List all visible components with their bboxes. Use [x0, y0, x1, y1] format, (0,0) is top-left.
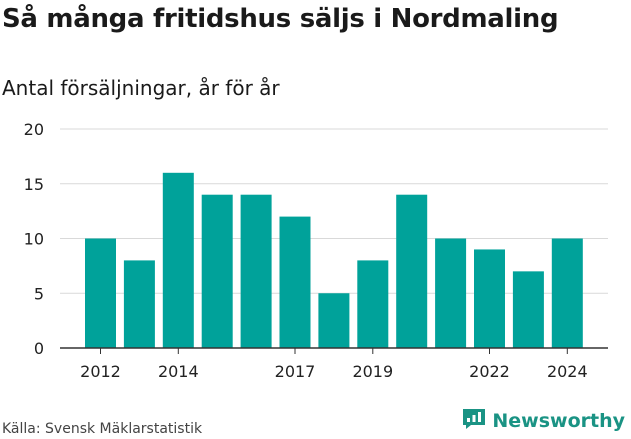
bar-2018[interactable]: [318, 293, 350, 348]
bar-2022[interactable]: [474, 249, 505, 348]
bar-2023[interactable]: [512, 271, 544, 348]
bar-2016[interactable]: [240, 194, 272, 348]
y-tick-label: 5: [34, 284, 44, 303]
bar-2021[interactable]: [435, 238, 467, 349]
bar-2024[interactable]: [551, 238, 583, 349]
bar-2020[interactable]: [396, 194, 428, 348]
chart-title: Så många fritidshus säljs i Nordmaling: [2, 4, 559, 34]
y-tick-label: 10: [24, 230, 44, 249]
x-axis-ticks: 2012 2014 2017 2019 2022 2024: [80, 348, 588, 381]
bar-2012[interactable]: [85, 238, 116, 349]
y-tick-label: 15: [24, 175, 44, 194]
bar-2015[interactable]: [201, 194, 233, 348]
y-tick-label: 0: [34, 339, 44, 358]
x-tick-label: 2017: [275, 362, 316, 381]
chart-subtitle: Antal försäljningar, år för år: [2, 76, 280, 100]
x-tick-label: 2019: [352, 362, 393, 381]
bar-2017[interactable]: [279, 216, 311, 348]
bar-2019[interactable]: [357, 260, 389, 348]
bar-2014[interactable]: [162, 172, 194, 348]
bars: [85, 172, 583, 349]
source-note: Källa: Svensk Mäklarstatistik: [2, 421, 203, 437]
y-tick-label: 20: [24, 120, 44, 139]
brand-name: Newsworthy: [492, 410, 625, 432]
x-tick-label: 2012: [80, 362, 121, 381]
x-tick-label: 2014: [158, 362, 199, 381]
x-tick-label: 2022: [469, 362, 510, 381]
bar-2013[interactable]: [123, 260, 155, 348]
y-axis-ticks: 0 5 10 15 20: [24, 120, 44, 358]
brand-logo[interactable]: Newsworthy: [462, 408, 625, 434]
newsworthy-logo-icon: [462, 408, 486, 434]
x-tick-label: 2024: [547, 362, 588, 381]
